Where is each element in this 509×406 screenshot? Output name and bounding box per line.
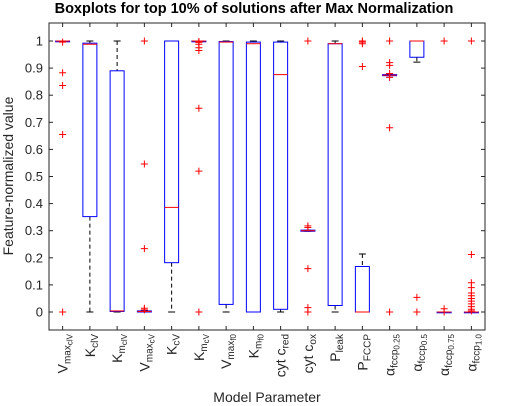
outlier-marker bbox=[304, 308, 312, 316]
outlier-marker bbox=[440, 37, 448, 45]
box-group bbox=[218, 40, 234, 313]
y-tick-label: 0.5 bbox=[25, 169, 43, 184]
box-group bbox=[191, 38, 207, 316]
y-tick-label: 0.6 bbox=[25, 142, 43, 157]
outlier-marker bbox=[358, 40, 366, 48]
outlier-marker bbox=[140, 37, 148, 45]
box-group bbox=[382, 37, 398, 316]
x-tick-label: cyt cred bbox=[273, 334, 292, 377]
x-axis-label: Model Parameter bbox=[213, 389, 321, 405]
y-tick-label: 0.7 bbox=[25, 115, 43, 130]
outlier-marker bbox=[467, 37, 475, 45]
outlier-marker bbox=[59, 130, 67, 138]
chart-marks bbox=[55, 37, 479, 316]
plot-area bbox=[49, 23, 485, 330]
x-tick-label: Vmaxf0 bbox=[218, 333, 238, 368]
box-group bbox=[109, 40, 125, 313]
outlier-marker bbox=[440, 308, 448, 316]
box-group bbox=[55, 38, 71, 316]
chart-title: Boxplots for top 10% of solutions after … bbox=[55, 1, 454, 17]
box-group bbox=[82, 40, 98, 313]
outlier-marker bbox=[304, 265, 312, 273]
outlier-marker bbox=[140, 160, 148, 168]
outlier-marker bbox=[386, 37, 394, 45]
box-group bbox=[327, 40, 343, 313]
outlier-marker bbox=[140, 306, 148, 314]
x-tick-label: VmaxclV bbox=[55, 333, 75, 373]
y-tick-label: 0 bbox=[36, 305, 43, 320]
outlier-marker bbox=[304, 223, 312, 231]
y-tick-label: 0.1 bbox=[25, 277, 43, 292]
x-tick-label: αfccp0.75 bbox=[436, 333, 456, 376]
box-group bbox=[354, 37, 370, 313]
y-axis-label: Feature-normalized value bbox=[0, 96, 16, 255]
x-tick-label: KclV bbox=[82, 334, 101, 358]
outlier-marker bbox=[195, 308, 203, 316]
outlier-marker bbox=[467, 251, 475, 259]
outlier-marker bbox=[140, 245, 148, 253]
outlier-marker bbox=[304, 37, 312, 45]
iqr-box bbox=[245, 41, 261, 313]
x-tick-label: αfccp0.25 bbox=[382, 333, 402, 376]
outlier-marker bbox=[386, 73, 394, 81]
y-tick-label: 0.2 bbox=[25, 250, 43, 265]
outlier-marker bbox=[386, 61, 394, 69]
outlier-marker bbox=[413, 308, 421, 316]
outlier-marker bbox=[386, 308, 394, 316]
x-tick-label: KcV bbox=[164, 334, 183, 355]
y-tick-label: 0.3 bbox=[25, 223, 43, 238]
outlier-marker bbox=[59, 308, 67, 316]
outlier-marker bbox=[59, 38, 67, 46]
box-group bbox=[436, 37, 452, 316]
x-tick-label: cyt cox bbox=[300, 334, 319, 373]
outlier-marker bbox=[195, 167, 203, 175]
box-group bbox=[136, 37, 152, 314]
outlier-marker bbox=[59, 81, 67, 89]
outlier-marker bbox=[59, 69, 67, 77]
outlier-marker bbox=[195, 46, 203, 54]
x-tick-label: KmclV bbox=[109, 333, 129, 362]
outlier-marker bbox=[413, 293, 421, 301]
x-tick-label: Kmf0 bbox=[245, 333, 265, 358]
outlier-marker bbox=[386, 124, 394, 132]
box-group bbox=[245, 40, 261, 313]
x-tick-label: VmaxcV bbox=[136, 333, 156, 371]
y-tick-label: 0.4 bbox=[25, 196, 43, 211]
outlier-marker bbox=[358, 62, 366, 70]
x-tick-label: KmcV bbox=[191, 333, 211, 361]
x-axis: VmaxclV KclV KmclV VmaxcV KcV KmcV Vmaxf0 Kmf0 c… bbox=[55, 23, 483, 377]
y-axis: 0 0.1 0.2 0.3 0.4 0.5 0.6 0.7 0.8 0.9 1 bbox=[25, 34, 485, 320]
x-tick-label: PFCCP bbox=[354, 334, 373, 371]
iqr-box bbox=[82, 42, 98, 218]
box-group bbox=[273, 40, 289, 313]
iqr-box bbox=[218, 41, 234, 305]
y-tick-label: 0.8 bbox=[25, 88, 43, 103]
box-group bbox=[300, 37, 316, 316]
outlier-marker bbox=[195, 104, 203, 112]
iqr-box bbox=[109, 70, 125, 312]
iqr-box bbox=[273, 41, 289, 310]
box-group bbox=[463, 37, 479, 315]
iqr-box bbox=[164, 40, 180, 264]
outlier-marker bbox=[467, 307, 475, 315]
box-group bbox=[164, 40, 180, 313]
x-tick-label: αfccp0.5 bbox=[409, 333, 429, 371]
y-tick-label: 1 bbox=[36, 34, 43, 49]
x-tick-label: αfccp1.0 bbox=[463, 333, 483, 371]
x-tick-label: Pleak bbox=[327, 333, 346, 362]
box-group bbox=[409, 40, 425, 316]
y-tick-label: 0.9 bbox=[25, 61, 43, 76]
